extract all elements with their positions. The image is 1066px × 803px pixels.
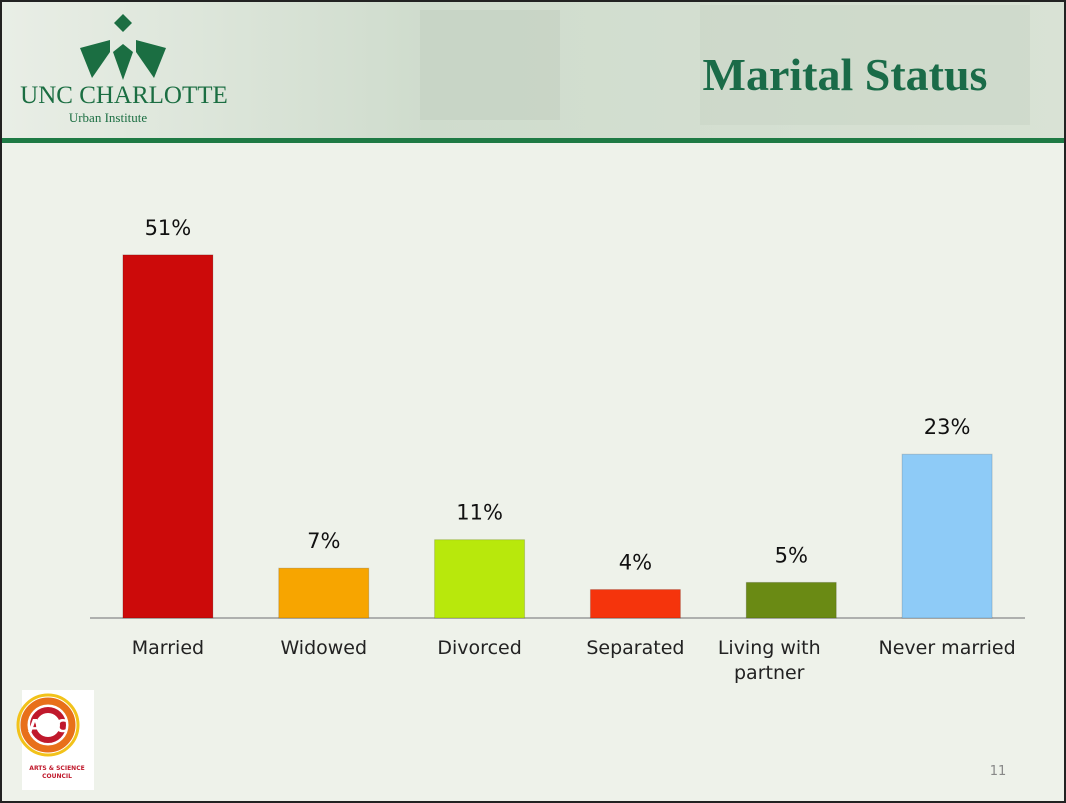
bar <box>278 567 370 619</box>
x-tick-label: Widowed <box>280 637 368 659</box>
logo-subtitle: Urban Institute <box>69 110 148 125</box>
bar <box>589 589 681 619</box>
x-tick-label: Divorced <box>437 637 522 659</box>
x-tick-label: Married <box>131 637 205 659</box>
council-word: COUNCIL <box>42 773 72 780</box>
council-ring <box>20 697 76 753</box>
value-label: 23% <box>924 415 971 439</box>
bar <box>901 453 993 619</box>
unc-emblem <box>80 14 166 80</box>
council-ring <box>30 707 66 743</box>
page-number: 11 <box>990 764 1007 779</box>
value-label: 5% <box>775 543 808 567</box>
header-rule <box>0 138 1066 143</box>
value-label: 11% <box>456 501 503 525</box>
x-tick-label: Never married <box>878 637 1016 659</box>
council-initials: ASC <box>28 716 68 737</box>
bar <box>745 581 837 619</box>
value-label: 51% <box>145 216 192 240</box>
bar <box>434 539 526 619</box>
value-label: 7% <box>307 529 340 553</box>
x-tick-label: Separated <box>586 637 685 659</box>
logo-name: UNC CHARLOTTE <box>20 82 228 109</box>
bar <box>122 254 214 619</box>
x-tick-label: Living with partner <box>717 637 821 684</box>
council-ring <box>16 693 80 757</box>
council-name: ARTS & SCIENCE <box>29 765 84 772</box>
value-label: 4% <box>619 551 652 575</box>
header-building <box>700 5 1030 125</box>
chart-title: Marital Status <box>703 49 988 100</box>
header-building <box>420 10 560 120</box>
